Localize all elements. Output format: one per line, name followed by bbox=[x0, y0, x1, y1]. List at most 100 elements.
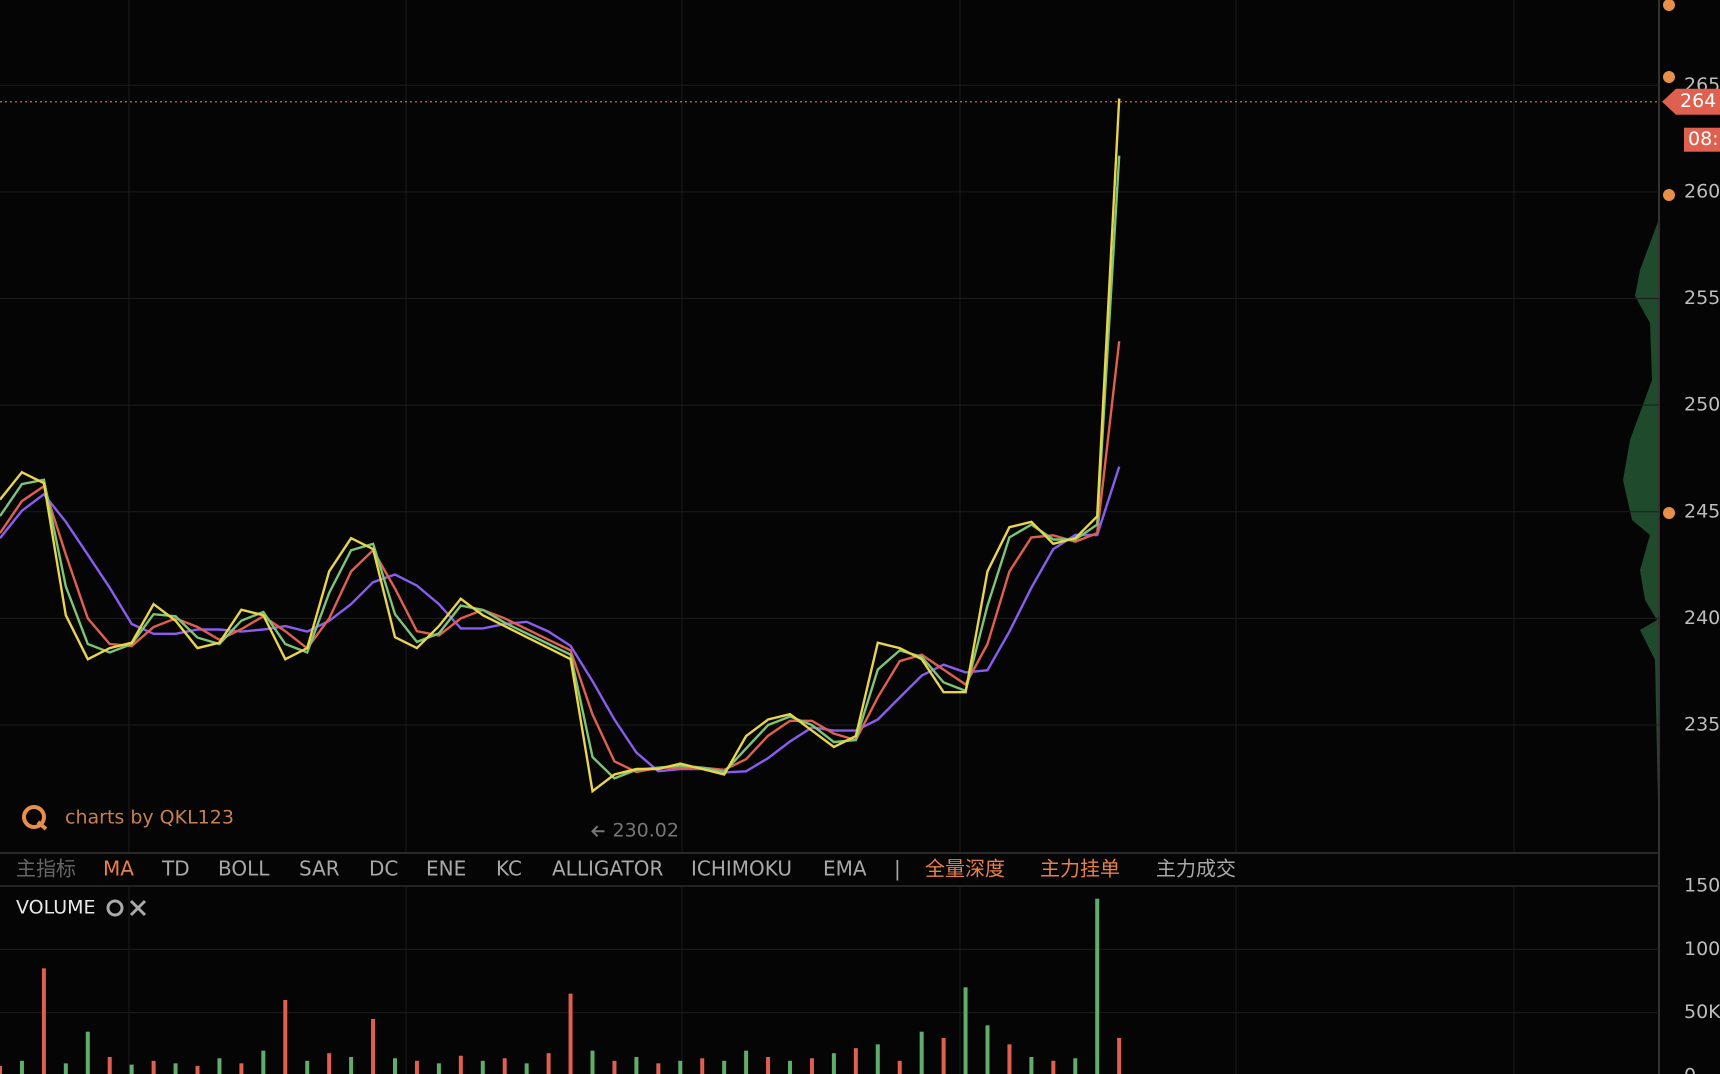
volume-bar bbox=[107, 1057, 112, 1074]
volume-bar bbox=[941, 1038, 946, 1074]
data-layer: 23524024525025526026526408:230.02050K100… bbox=[0, 74, 1720, 1074]
ma-line bbox=[0, 98, 1121, 794]
volume-bar bbox=[766, 1057, 771, 1074]
y-tick-label: 235 bbox=[1684, 714, 1720, 736]
logo bbox=[22, 805, 48, 831]
settings-icon[interactable] bbox=[106, 899, 124, 917]
y-tick-label: 100K bbox=[1684, 938, 1720, 960]
toolbar-item[interactable]: ALLIGATOR bbox=[552, 857, 663, 881]
volume-bar bbox=[371, 1019, 376, 1074]
vertical-grid bbox=[128, 0, 1515, 1074]
volume-bar bbox=[151, 1060, 156, 1074]
toolbar-item[interactable]: 主力挂单 bbox=[1040, 857, 1120, 881]
volume-bar bbox=[283, 1000, 288, 1074]
axis-dot bbox=[1663, 189, 1675, 201]
volume-bar bbox=[546, 1053, 551, 1074]
volume-bar bbox=[480, 1060, 485, 1074]
toolbar-item[interactable]: 主力成交 bbox=[1156, 857, 1236, 881]
volume-icons[interactable] bbox=[106, 899, 147, 917]
countdown-tag bbox=[1684, 127, 1720, 152]
volume-bar bbox=[261, 1050, 266, 1074]
toolbar-item[interactable]: KC bbox=[496, 857, 522, 881]
volume-bar bbox=[700, 1058, 705, 1074]
toolbar-item[interactable]: | bbox=[894, 857, 901, 881]
y-tick-label: 245 bbox=[1684, 500, 1720, 522]
toolbar-item[interactable]: ICHIMOKU bbox=[691, 857, 792, 881]
volume-bar bbox=[19, 1060, 24, 1074]
ma-line bbox=[0, 341, 1121, 774]
watermark: charts by QKL123 bbox=[65, 807, 234, 829]
volume-bar bbox=[1007, 1044, 1012, 1074]
volume-bar bbox=[85, 1031, 90, 1074]
toolbar-item[interactable]: 全量深度 bbox=[925, 857, 1005, 881]
volume-bar bbox=[897, 1060, 902, 1074]
y-tick-label: 250 bbox=[1684, 394, 1720, 416]
volume-bar bbox=[612, 1060, 617, 1074]
volume-bar bbox=[239, 1063, 244, 1074]
volume-bar bbox=[502, 1058, 507, 1074]
volume-bar bbox=[327, 1053, 332, 1074]
y-tick-label: 240 bbox=[1684, 607, 1720, 629]
volume-bar bbox=[305, 1060, 310, 1074]
depth-profile bbox=[1623, 219, 1659, 850]
toolbar-item[interactable]: 主指标 bbox=[16, 857, 76, 881]
current-price-label: 264 bbox=[1680, 90, 1716, 112]
countdown-label: 08: bbox=[1688, 128, 1719, 150]
price-tag bbox=[1662, 88, 1720, 115]
volume-bar bbox=[722, 1060, 727, 1074]
volume-bar bbox=[436, 1063, 441, 1074]
y-tick-label: 260 bbox=[1684, 180, 1720, 202]
toolbar-item[interactable]: DC bbox=[369, 857, 398, 881]
toolbar-item[interactable]: ENE bbox=[426, 857, 466, 881]
axis-dot bbox=[1663, 507, 1675, 519]
volume-bar bbox=[875, 1044, 880, 1074]
close-icon[interactable] bbox=[129, 899, 147, 917]
axis-dot bbox=[1663, 71, 1675, 83]
volume-bar bbox=[985, 1025, 990, 1074]
y-tick-label: 0 bbox=[1684, 1065, 1696, 1074]
toolbar-item[interactable]: BOLL bbox=[218, 857, 270, 881]
toolbar-item[interactable]: SAR bbox=[299, 857, 340, 881]
volume-bar bbox=[217, 1058, 222, 1074]
y-tick-label: 150K bbox=[1684, 875, 1720, 897]
volume-bar bbox=[195, 1065, 200, 1074]
logo-ring bbox=[22, 805, 46, 829]
logo-tail bbox=[36, 820, 48, 831]
volume-bar bbox=[349, 1057, 354, 1074]
volume-bar bbox=[1073, 1058, 1078, 1074]
y-tick-label: 50K bbox=[1684, 1001, 1720, 1023]
volume-bar bbox=[678, 1060, 683, 1074]
y-tick-label: 255 bbox=[1684, 287, 1720, 309]
volume-bar bbox=[1095, 898, 1100, 1074]
volume-bar bbox=[0, 1065, 2, 1074]
volume-bar bbox=[1051, 1060, 1056, 1074]
toolbar-item[interactable]: TD bbox=[161, 857, 190, 881]
volume-bar bbox=[590, 1050, 595, 1074]
volume-bar bbox=[1117, 1038, 1122, 1074]
volume-bar bbox=[1029, 1057, 1034, 1074]
volume-bar bbox=[919, 1031, 924, 1074]
volume-bar bbox=[458, 1055, 463, 1074]
volume-bar bbox=[831, 1053, 836, 1074]
low-label: 230.02 bbox=[613, 820, 679, 842]
volume-bar bbox=[656, 1063, 661, 1074]
volume-bar bbox=[63, 1063, 68, 1074]
volume-bar bbox=[634, 1057, 639, 1074]
axis-dot bbox=[1663, 0, 1675, 11]
volume-bar bbox=[568, 993, 573, 1074]
volume-bar bbox=[129, 1064, 134, 1074]
volume-bar bbox=[809, 1058, 814, 1074]
volume-bar bbox=[963, 987, 968, 1074]
volume-bar bbox=[744, 1050, 749, 1074]
toolbar-item[interactable]: EMA bbox=[823, 857, 867, 881]
volume-bar bbox=[173, 1063, 178, 1074]
volume-bar bbox=[414, 1060, 419, 1074]
volume-bar bbox=[524, 1063, 529, 1074]
volume-bar bbox=[853, 1048, 858, 1074]
volume-bar bbox=[41, 968, 46, 1074]
volume-bar bbox=[788, 1060, 792, 1074]
toolbar-item[interactable]: MA bbox=[103, 857, 134, 881]
